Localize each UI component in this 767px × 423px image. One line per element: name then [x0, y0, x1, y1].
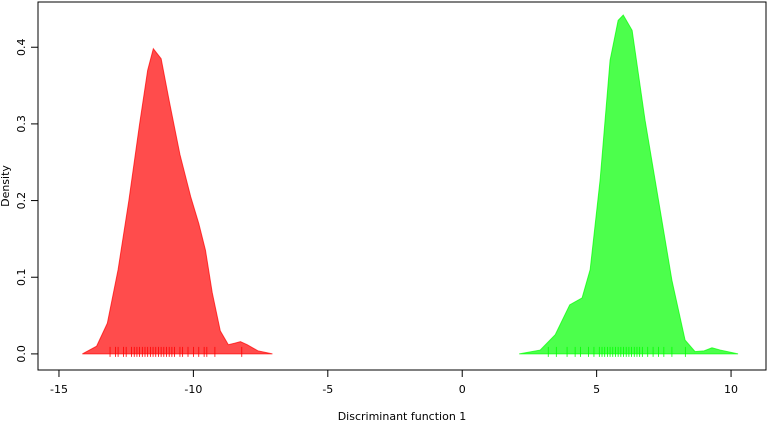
x-tick-label: 10: [724, 383, 738, 396]
y-axis-label: Density: [0, 165, 12, 207]
y-tick-label: 0.0: [15, 345, 28, 363]
y-tick-label: 0.1: [15, 268, 28, 286]
density-area: [82, 47, 273, 355]
y-tick-label: 0.4: [15, 38, 28, 56]
x-tick-label: -15: [50, 383, 68, 396]
x-tick-label: -5: [322, 383, 333, 396]
x-tick-label: -10: [184, 383, 202, 396]
y-tick-label: 0.3: [15, 115, 28, 132]
density-area: [519, 14, 739, 355]
x-tick-label: 5: [593, 383, 600, 396]
x-tick-label: 0: [459, 383, 466, 396]
x-axis-label: Discriminant function 1: [338, 410, 467, 423]
y-tick-label: 0.2: [15, 192, 28, 210]
